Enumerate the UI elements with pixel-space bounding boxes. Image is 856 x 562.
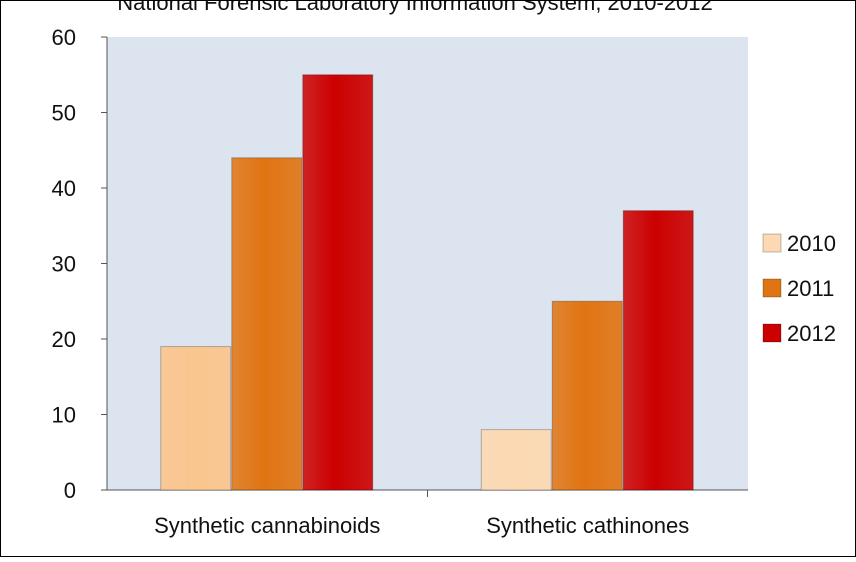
y-tick-label: 50 (52, 101, 76, 126)
bar-2012-cannabinoids (303, 75, 373, 490)
legend-swatch-2011 (763, 279, 781, 297)
legend-label-2010: 2010 (787, 231, 836, 256)
legend: 2010 2011 2012 (763, 231, 836, 346)
plot-area: 0 10 20 30 40 50 60 Synthetic cannabinoids Synth… (52, 25, 748, 538)
bar-2012-cathinones (623, 211, 693, 490)
y-tick-label: 60 (52, 25, 76, 50)
bar-2010-cathinones (481, 430, 551, 490)
x-category-label: Synthetic cannabinoids (154, 513, 380, 538)
y-tick-label: 10 (52, 403, 76, 428)
bar-2010-cannabinoids (161, 347, 231, 490)
y-tick-label: 0 (64, 478, 76, 503)
legend-swatch-2012 (763, 324, 781, 342)
legend-swatch-2010 (763, 234, 781, 252)
y-tick-label: 30 (52, 252, 76, 277)
chart-title: National Forensic Laboratory Information… (117, 0, 713, 15)
y-tick-label: 20 (52, 327, 76, 352)
bar-2011-cathinones (552, 301, 622, 490)
bar-2011-cannabinoids (232, 158, 302, 490)
legend-label-2012: 2012 (787, 321, 836, 346)
legend-label-2011: 2011 (787, 276, 834, 301)
y-tick-label: 40 (52, 176, 76, 201)
x-category-label: Synthetic cathinones (486, 513, 689, 538)
